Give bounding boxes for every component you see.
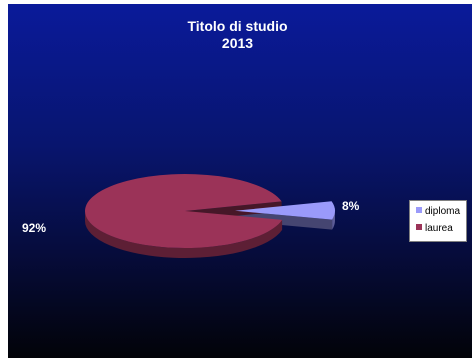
pie-slice-laurea: [85, 174, 283, 248]
pie-side-laurea: [85, 211, 283, 259]
data-label-laurea: 92%: [22, 221, 47, 235]
legend-label-diploma: diploma: [425, 206, 461, 217]
legend-label-laurea: laurea: [425, 223, 453, 234]
legend-item-laurea: laurea: [416, 223, 453, 235]
pie-slice-diploma: [234, 201, 335, 220]
pie-cut-face-diploma: [234, 210, 333, 230]
legend: diploma laurea: [409, 200, 467, 242]
legend-swatch-laurea: [416, 224, 422, 230]
pie-side-diploma: [332, 210, 335, 230]
chart-title: Titolo di studio: [187, 18, 288, 34]
data-label-diploma: 8%: [342, 199, 360, 213]
chart-subtitle: 2013: [221, 35, 254, 51]
legend-swatch-diploma: [416, 207, 422, 213]
legend-item-diploma: diploma: [416, 206, 460, 218]
